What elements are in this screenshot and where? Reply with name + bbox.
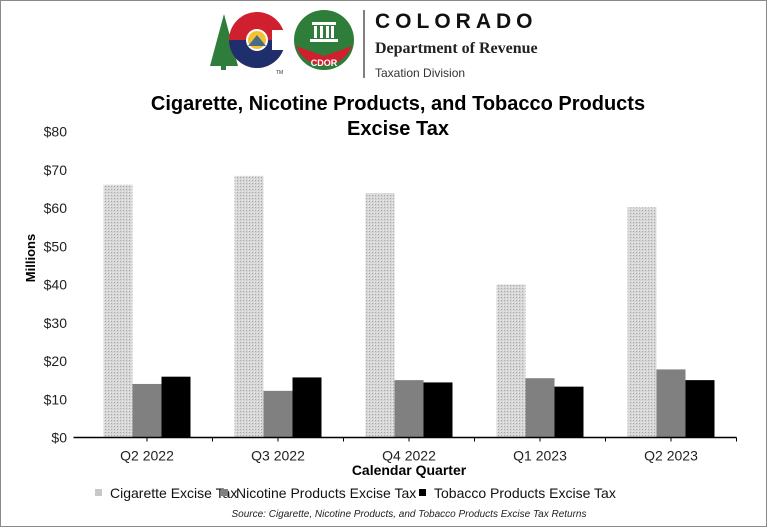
x-tick-label: Q3 2022 — [251, 448, 305, 464]
legend-label: Nicotine Products Excise Tax — [236, 485, 416, 501]
legend-label: Tobacco Products Excise Tax — [434, 485, 616, 501]
x-tick-label: Q1 2023 — [513, 448, 567, 464]
bar-cigarette-excise-tax-q3-2022 — [234, 175, 264, 438]
y-tick-label: $80 — [44, 124, 68, 140]
bar-nicotine-products-excise-tax-q2-2022 — [132, 383, 162, 438]
y-tick-label: $70 — [44, 162, 68, 178]
legend-swatch — [221, 489, 228, 496]
source-note: Source: Cigarette, Nicotine Products, an… — [232, 509, 587, 520]
bar-tobacco-products-excise-tax-q2-2023 — [685, 380, 715, 438]
bar-nicotine-products-excise-tax-q4-2022 — [394, 380, 424, 438]
y-tick-label: $30 — [44, 315, 68, 331]
bar-nicotine-products-excise-tax-q3-2022 — [263, 390, 293, 438]
bar-tobacco-products-excise-tax-q2-2022 — [161, 376, 191, 438]
seal-text: CDOR — [311, 58, 338, 68]
y-tick-label: $0 — [51, 430, 67, 446]
x-tick-label: Q2 2023 — [644, 448, 698, 464]
legend-swatch — [419, 489, 426, 496]
bar-cigarette-excise-tax-q4-2022 — [365, 193, 395, 438]
bar-nicotine-products-excise-tax-q2-2023 — [656, 369, 686, 438]
y-tick-label: $50 — [44, 238, 68, 254]
y-tick-label: $40 — [44, 277, 68, 293]
y-axis-label: Millions — [23, 234, 38, 282]
logo-colorado: COLORADO — [375, 10, 538, 33]
x-axis-label: Calendar Quarter — [352, 462, 467, 478]
division-name: Taxation Division — [375, 66, 465, 80]
x-tick-label: Q4 2022 — [382, 448, 436, 464]
bar-tobacco-products-excise-tax-q4-2022 — [423, 382, 453, 438]
y-tick-label: $60 — [44, 200, 68, 216]
cdor-seal: CDOR — [294, 10, 354, 70]
legend-label: Cigarette Excise Tax — [110, 485, 237, 501]
chart-title-line2: Excise Tax — [347, 118, 449, 140]
y-tick-label: $20 — [44, 353, 68, 369]
x-tick-label: Q2 2022 — [120, 448, 174, 464]
tree-icon — [210, 14, 238, 66]
bar-tobacco-products-excise-tax-q3-2022 — [292, 377, 322, 438]
bar-nicotine-products-excise-tax-q1-2023 — [525, 378, 555, 438]
legend-swatch — [95, 489, 102, 496]
bar-cigarette-excise-tax-q2-2023 — [627, 207, 657, 438]
bar-cigarette-excise-tax-q2-2022 — [103, 184, 133, 438]
department-name: Department of Revenue — [375, 40, 538, 57]
svg-text:TM: TM — [276, 70, 283, 76]
chart-title-line1: Cigarette, Nicotine Products, and Tobacc… — [151, 93, 645, 115]
bar-tobacco-products-excise-tax-q1-2023 — [554, 386, 584, 438]
bar-cigarette-excise-tax-q1-2023 — [496, 284, 526, 438]
y-tick-label: $10 — [44, 391, 68, 407]
colorado-logo: TM — [210, 12, 288, 76]
